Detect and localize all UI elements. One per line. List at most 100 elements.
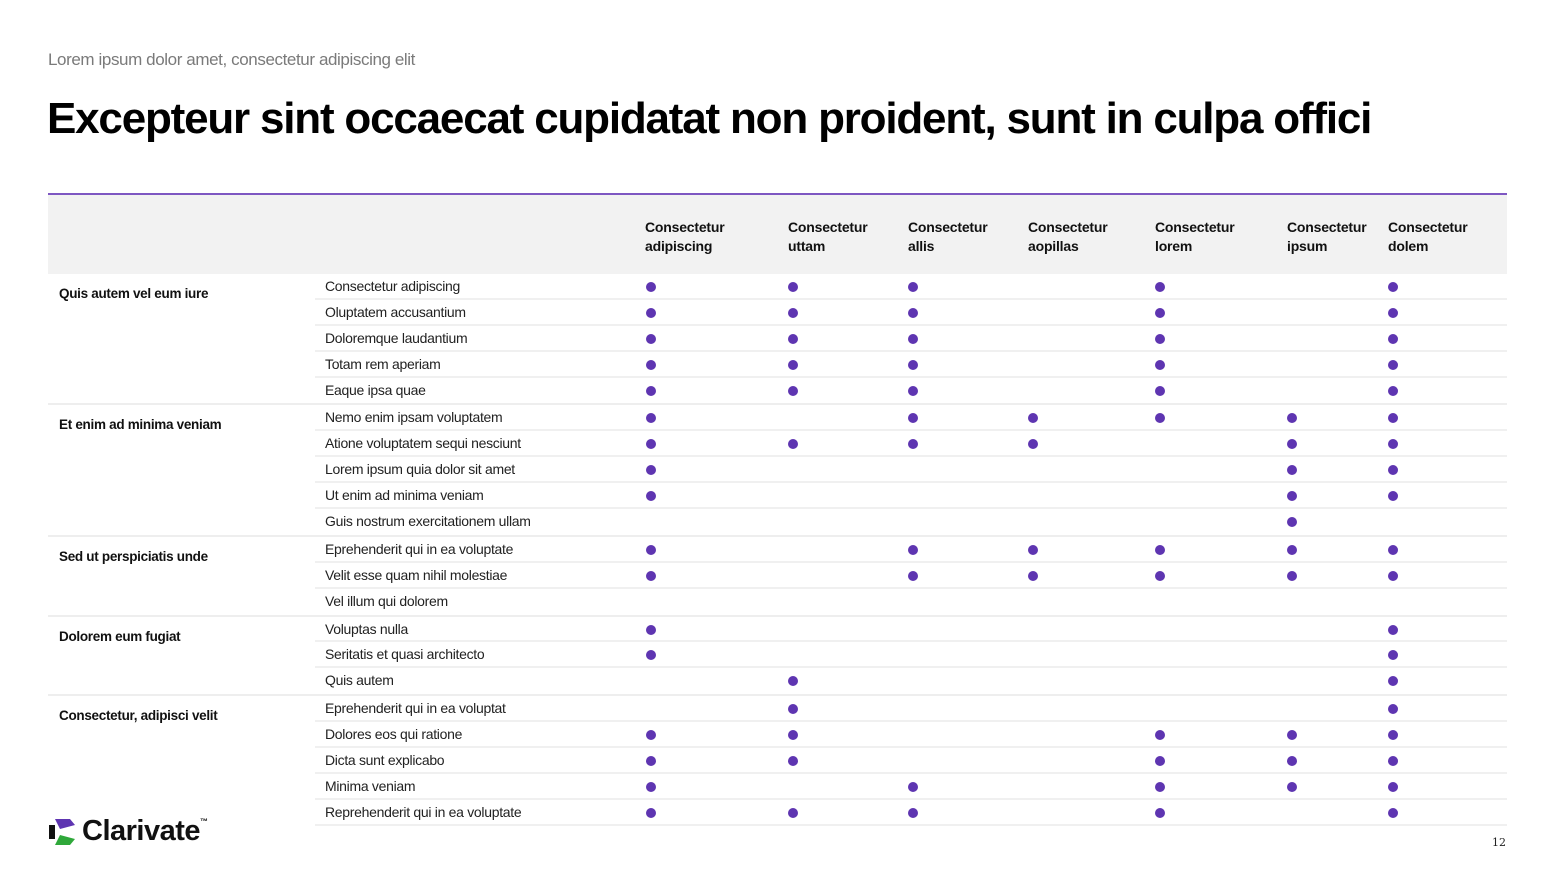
check-dot-icon bbox=[908, 781, 918, 792]
check-dot-icon bbox=[788, 704, 798, 715]
logo-wordmark: Clarivate™ bbox=[82, 815, 208, 848]
check-dot-icon bbox=[1155, 307, 1165, 318]
row-label: Oluptatem accusantium bbox=[325, 303, 466, 320]
check-dot-icon bbox=[646, 650, 656, 661]
check-dot-icon bbox=[1028, 439, 1038, 450]
check-dot-icon bbox=[1155, 544, 1165, 555]
check-dot-icon bbox=[646, 465, 656, 476]
column-header-line1: Consectetur bbox=[1155, 219, 1235, 235]
row-label: Eprehenderit qui in ea voluptate bbox=[325, 540, 514, 557]
check-dot-icon bbox=[646, 570, 656, 581]
check-dot-icon bbox=[1388, 491, 1398, 502]
check-dot-icon bbox=[646, 333, 656, 344]
check-dot-icon bbox=[1388, 650, 1398, 661]
check-dot-icon bbox=[1155, 730, 1165, 741]
row-group: Consectetur, adipisci velit Eprehenderit … bbox=[48, 696, 1507, 826]
check-dot-icon bbox=[646, 544, 656, 555]
table-row: Seritatis et quasi architecto bbox=[315, 642, 1507, 669]
check-dot-icon bbox=[1287, 413, 1297, 424]
row-label: Voluptas nulla bbox=[325, 620, 408, 637]
table-row: Lorem ipsum quia dolor sit amet bbox=[315, 457, 1507, 484]
row-label: Reprehenderit qui in ea voluptate bbox=[325, 803, 522, 820]
slide-subtitle: Lorem ipsum dolor amet, consectetur adip… bbox=[48, 50, 416, 69]
column-header-4: Consectetur aopillas bbox=[1028, 218, 1108, 256]
row-group: Quis autem vel eum iure Consectetur adipi… bbox=[48, 274, 1507, 406]
row-label: Seritatis et quasi architecto bbox=[325, 646, 485, 663]
check-dot-icon bbox=[1287, 439, 1297, 450]
row-label: Dolores eos qui ratione bbox=[325, 726, 463, 743]
check-dot-icon bbox=[646, 413, 656, 424]
table-header: Consectetur adipiscing Consectetur uttam Con… bbox=[48, 195, 1507, 274]
check-dot-icon bbox=[1388, 282, 1398, 292]
column-header-line1: Consectetur bbox=[788, 219, 868, 235]
row-group: Et enim ad minima veniam Nemo enim ipsam … bbox=[48, 405, 1507, 537]
check-dot-icon bbox=[1388, 333, 1398, 344]
check-dot-icon bbox=[1388, 676, 1398, 687]
check-dot-icon bbox=[908, 359, 918, 370]
table-row: Totam rem aperiam bbox=[315, 352, 1507, 378]
logo-trademark: ™ bbox=[200, 817, 208, 826]
check-dot-icon bbox=[1155, 756, 1165, 767]
check-dot-icon bbox=[1388, 624, 1398, 635]
table-row: Nemo enim ipsam voluptatem bbox=[315, 405, 1507, 432]
clarivate-logo: Clarivate™ bbox=[48, 815, 208, 848]
check-dot-icon bbox=[1388, 359, 1398, 370]
column-header-3: Consectetur allis bbox=[908, 218, 988, 256]
check-dot-icon bbox=[1287, 570, 1297, 581]
group-label: Quis autem vel eum iure bbox=[59, 286, 209, 301]
check-dot-icon bbox=[1388, 704, 1398, 715]
table-accent-line bbox=[48, 193, 1507, 195]
check-dot-icon bbox=[788, 756, 798, 767]
check-dot-icon bbox=[1155, 413, 1165, 424]
column-header-2: Consectetur uttam bbox=[788, 218, 868, 256]
check-dot-icon bbox=[908, 807, 918, 818]
row-label: Doloremque laudantium bbox=[325, 329, 468, 346]
column-header-line1: Consectetur bbox=[1028, 219, 1108, 235]
column-header-1: Consectetur adipiscing bbox=[645, 218, 725, 256]
check-dot-icon bbox=[908, 385, 918, 396]
column-header-line1: Consectetur bbox=[1388, 219, 1468, 235]
check-dot-icon bbox=[1287, 517, 1297, 528]
check-dot-icon bbox=[646, 807, 656, 818]
check-dot-icon bbox=[646, 439, 656, 450]
column-header-5: Consectetur lorem bbox=[1155, 218, 1235, 256]
column-header-line2: ipsum bbox=[1287, 238, 1328, 254]
column-header-line2: dolem bbox=[1388, 238, 1429, 254]
page-number: 12 bbox=[1492, 836, 1506, 849]
check-dot-icon bbox=[1287, 465, 1297, 476]
check-dot-icon bbox=[788, 333, 798, 344]
check-dot-icon bbox=[646, 307, 656, 318]
check-dot-icon bbox=[788, 282, 798, 292]
column-header-line2: uttam bbox=[788, 238, 826, 254]
check-dot-icon bbox=[1155, 807, 1165, 818]
check-dot-icon bbox=[1388, 570, 1398, 581]
check-dot-icon bbox=[788, 439, 798, 450]
check-dot-icon bbox=[646, 730, 656, 741]
check-dot-icon bbox=[1388, 439, 1398, 450]
check-dot-icon bbox=[1388, 385, 1398, 396]
check-dot-icon bbox=[1388, 756, 1398, 767]
check-dot-icon bbox=[908, 333, 918, 344]
check-dot-icon bbox=[646, 781, 656, 792]
check-dot-icon bbox=[1388, 730, 1398, 741]
check-dot-icon bbox=[1028, 544, 1038, 555]
check-dot-icon bbox=[1287, 544, 1297, 555]
check-dot-icon bbox=[1028, 570, 1038, 581]
table-row: Reprehenderit qui in ea voluptate bbox=[315, 800, 1507, 826]
clarivate-logo-mark-icon bbox=[49, 818, 75, 845]
table-row: Voluptas nulla bbox=[315, 617, 1507, 643]
check-dot-icon bbox=[788, 807, 798, 818]
table-row: Consectetur adipiscing bbox=[315, 274, 1507, 300]
row-label: Quis autem bbox=[325, 672, 394, 689]
check-dot-icon bbox=[1388, 307, 1398, 318]
check-dot-icon bbox=[1287, 781, 1297, 792]
table-row: Eprehenderit qui in ea voluptat bbox=[315, 696, 1507, 723]
column-header-line2: lorem bbox=[1155, 238, 1193, 254]
check-dot-icon bbox=[1155, 385, 1165, 396]
table-row: Oluptatem accusantium bbox=[315, 300, 1507, 326]
check-dot-icon bbox=[646, 756, 656, 767]
table-row: Velit esse quam nihil molestiae bbox=[315, 563, 1507, 589]
row-label: Guis nostrum exercitationem ullam bbox=[325, 513, 531, 530]
check-dot-icon bbox=[1155, 359, 1165, 370]
table-row: Quis autem bbox=[315, 668, 1507, 694]
